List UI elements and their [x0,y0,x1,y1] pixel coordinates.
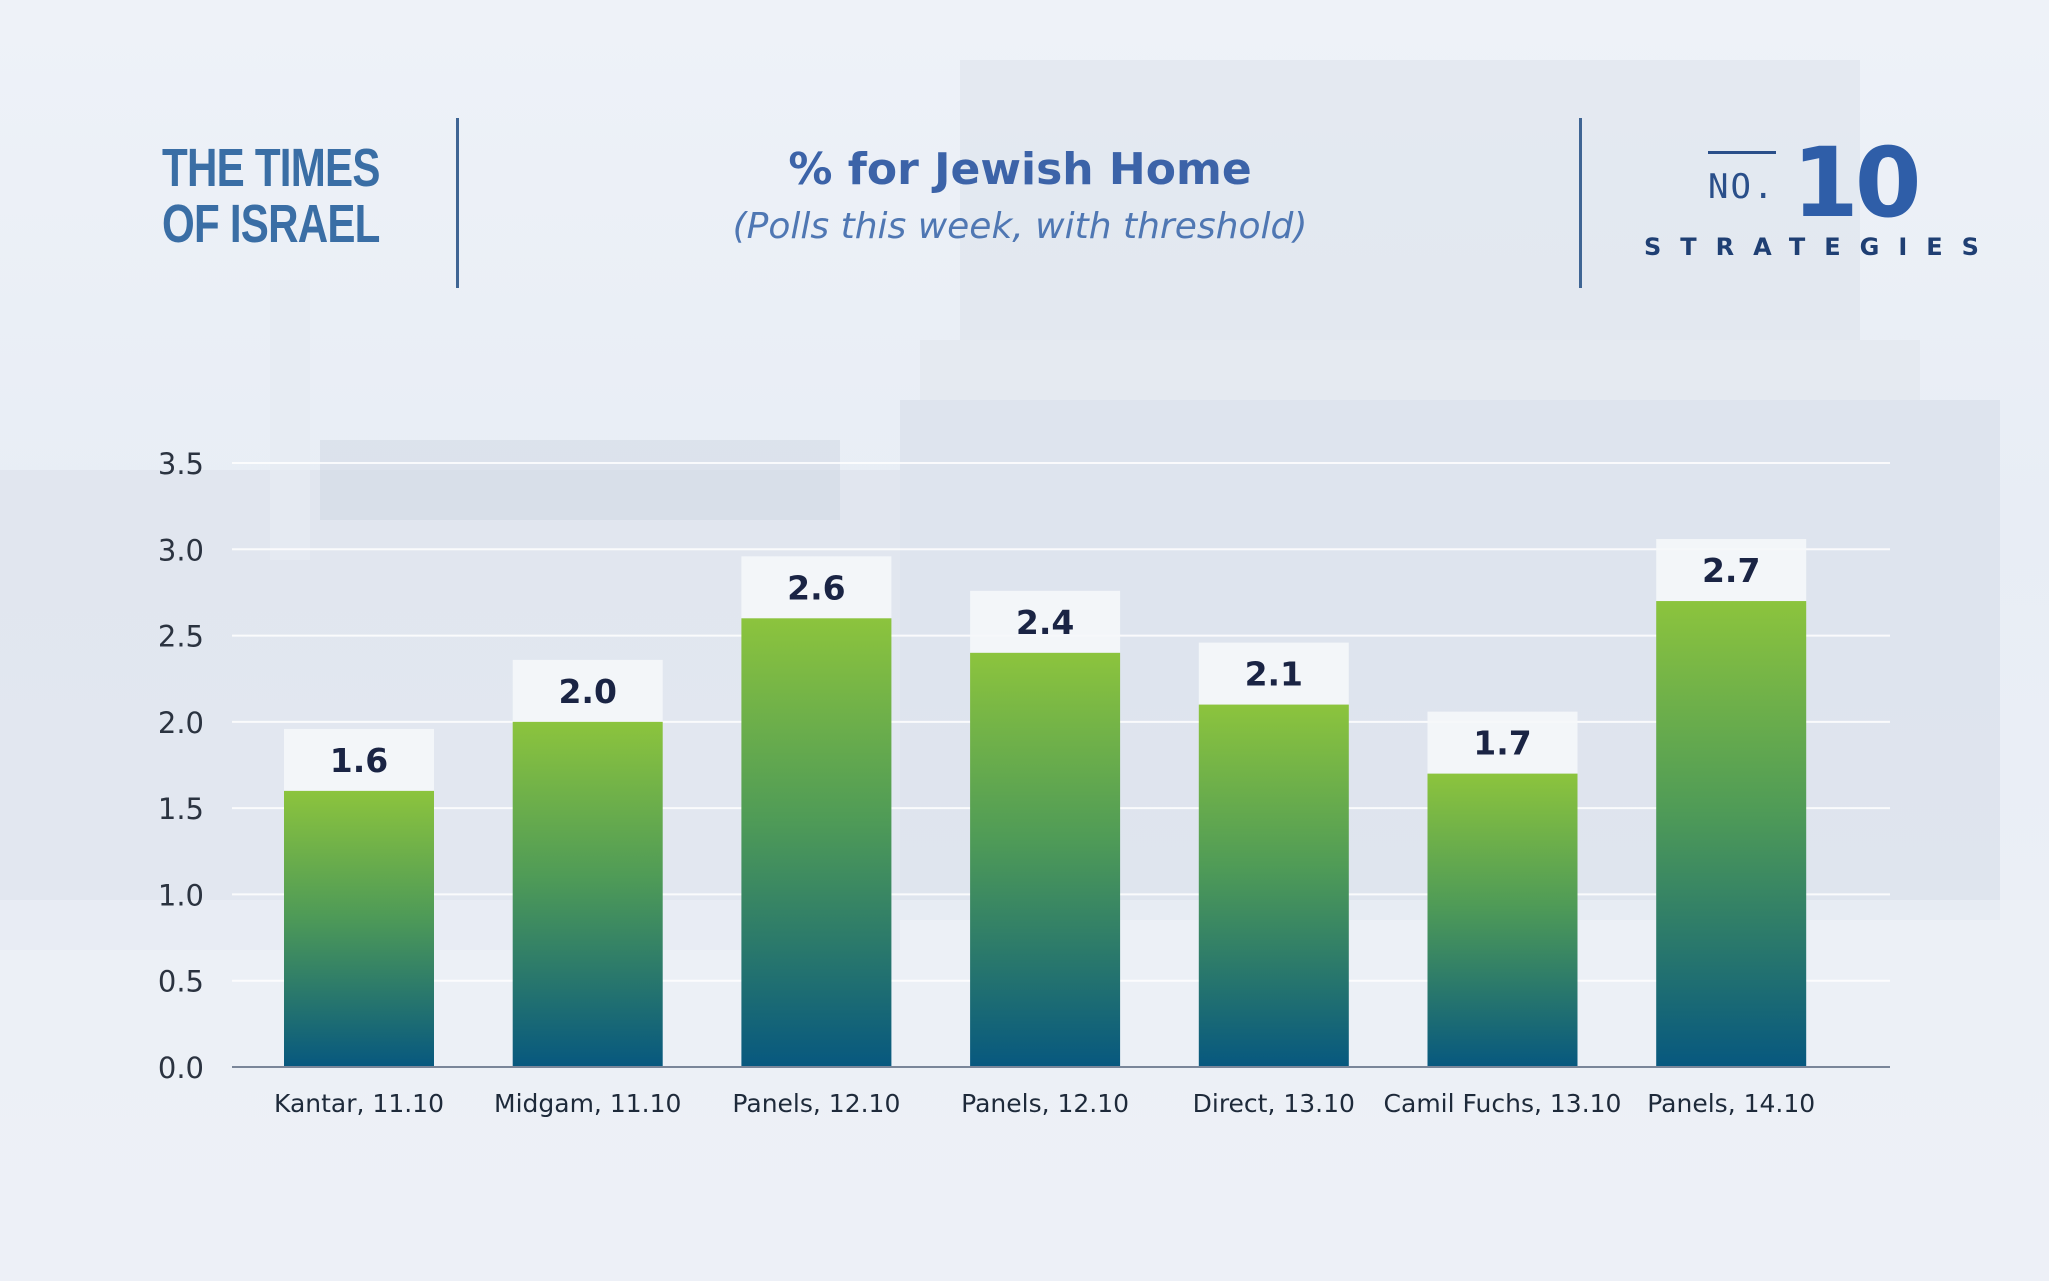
x-category-label: Direct, 13.10 [1193,1089,1355,1118]
y-tick-label: 0.5 [158,965,204,999]
y-tick-label: 2.5 [158,620,204,654]
header-divider-left [456,118,459,288]
bar [1198,704,1349,1067]
chart-subtitle: (Polls this week, with threshold) [732,206,1308,247]
bars: 1.6 2.0 2.6 2.4 2.1 1.7 2.7 [284,539,1807,1067]
bar [741,618,892,1067]
x-category-label: Camil Fuchs, 13.10 [1384,1089,1622,1118]
x-category-label: Kantar, 11.10 [274,1089,444,1118]
y-axis-ticks: 0.0 0.5 1.0 1.5 2.0 2.5 3.0 3.5 [158,447,204,1085]
x-category-label: Panels, 12.10 [961,1089,1129,1118]
bar [512,721,663,1067]
bar [284,790,434,1067]
y-tick-label: 1.5 [158,792,204,826]
x-category-label: Panels, 14.10 [1647,1089,1815,1118]
logo-no-text: NO. [1708,167,1776,207]
data-label: 2.4 [1016,603,1074,642]
value-label-box [1427,711,1578,774]
logo-strategies-text: STRATEGIES [1644,233,1998,261]
y-tick-label: 3.5 [158,447,204,481]
value-label-box [1198,642,1349,705]
header-divider-right [1579,118,1582,288]
x-category-label: Midgam, 11.10 [494,1089,681,1118]
logo-no-bar [1708,151,1776,154]
data-label: 1.6 [330,741,388,780]
chart-title: % for Jewish Home [788,144,1252,195]
data-label: 2.7 [1702,551,1760,590]
data-label: 2.1 [1245,655,1303,694]
y-tick-label: 1.0 [158,878,204,912]
data-label: 2.6 [787,568,845,607]
header: THE TIMES OF ISRAEL % for Jewish Home (P… [0,0,2049,300]
bar [970,652,1121,1067]
no10-strategies-logo: NO. 10 STRATEGIES [1640,127,2000,275]
bar [1656,601,1807,1067]
data-label: 2.0 [558,672,616,711]
value-label-box [970,590,1121,653]
x-axis-labels: Kantar, 11.10 Midgam, 11.10 Panels, 12.10 P… [274,1089,1815,1118]
logo-left-line1: THE TIMES [162,138,380,198]
logo-number: 10 [1792,127,1922,239]
value-label-box [284,728,434,791]
logo-left-line2: OF ISRAEL [162,194,380,254]
y-tick-label: 0.0 [158,1051,204,1085]
y-tick-label: 2.0 [158,706,204,740]
value-label-box [1656,539,1807,602]
y-tick-label: 3.0 [158,533,204,567]
x-category-label: Panels, 12.10 [732,1089,900,1118]
chart-title-block: % for Jewish Home (Polls this week, with… [460,140,1580,252]
value-label-box [741,556,892,619]
data-label: 1.7 [1473,724,1531,763]
times-of-israel-logo: THE TIMES OF ISRAEL [162,140,380,252]
bar [1427,773,1578,1067]
value-label-box [512,659,663,722]
